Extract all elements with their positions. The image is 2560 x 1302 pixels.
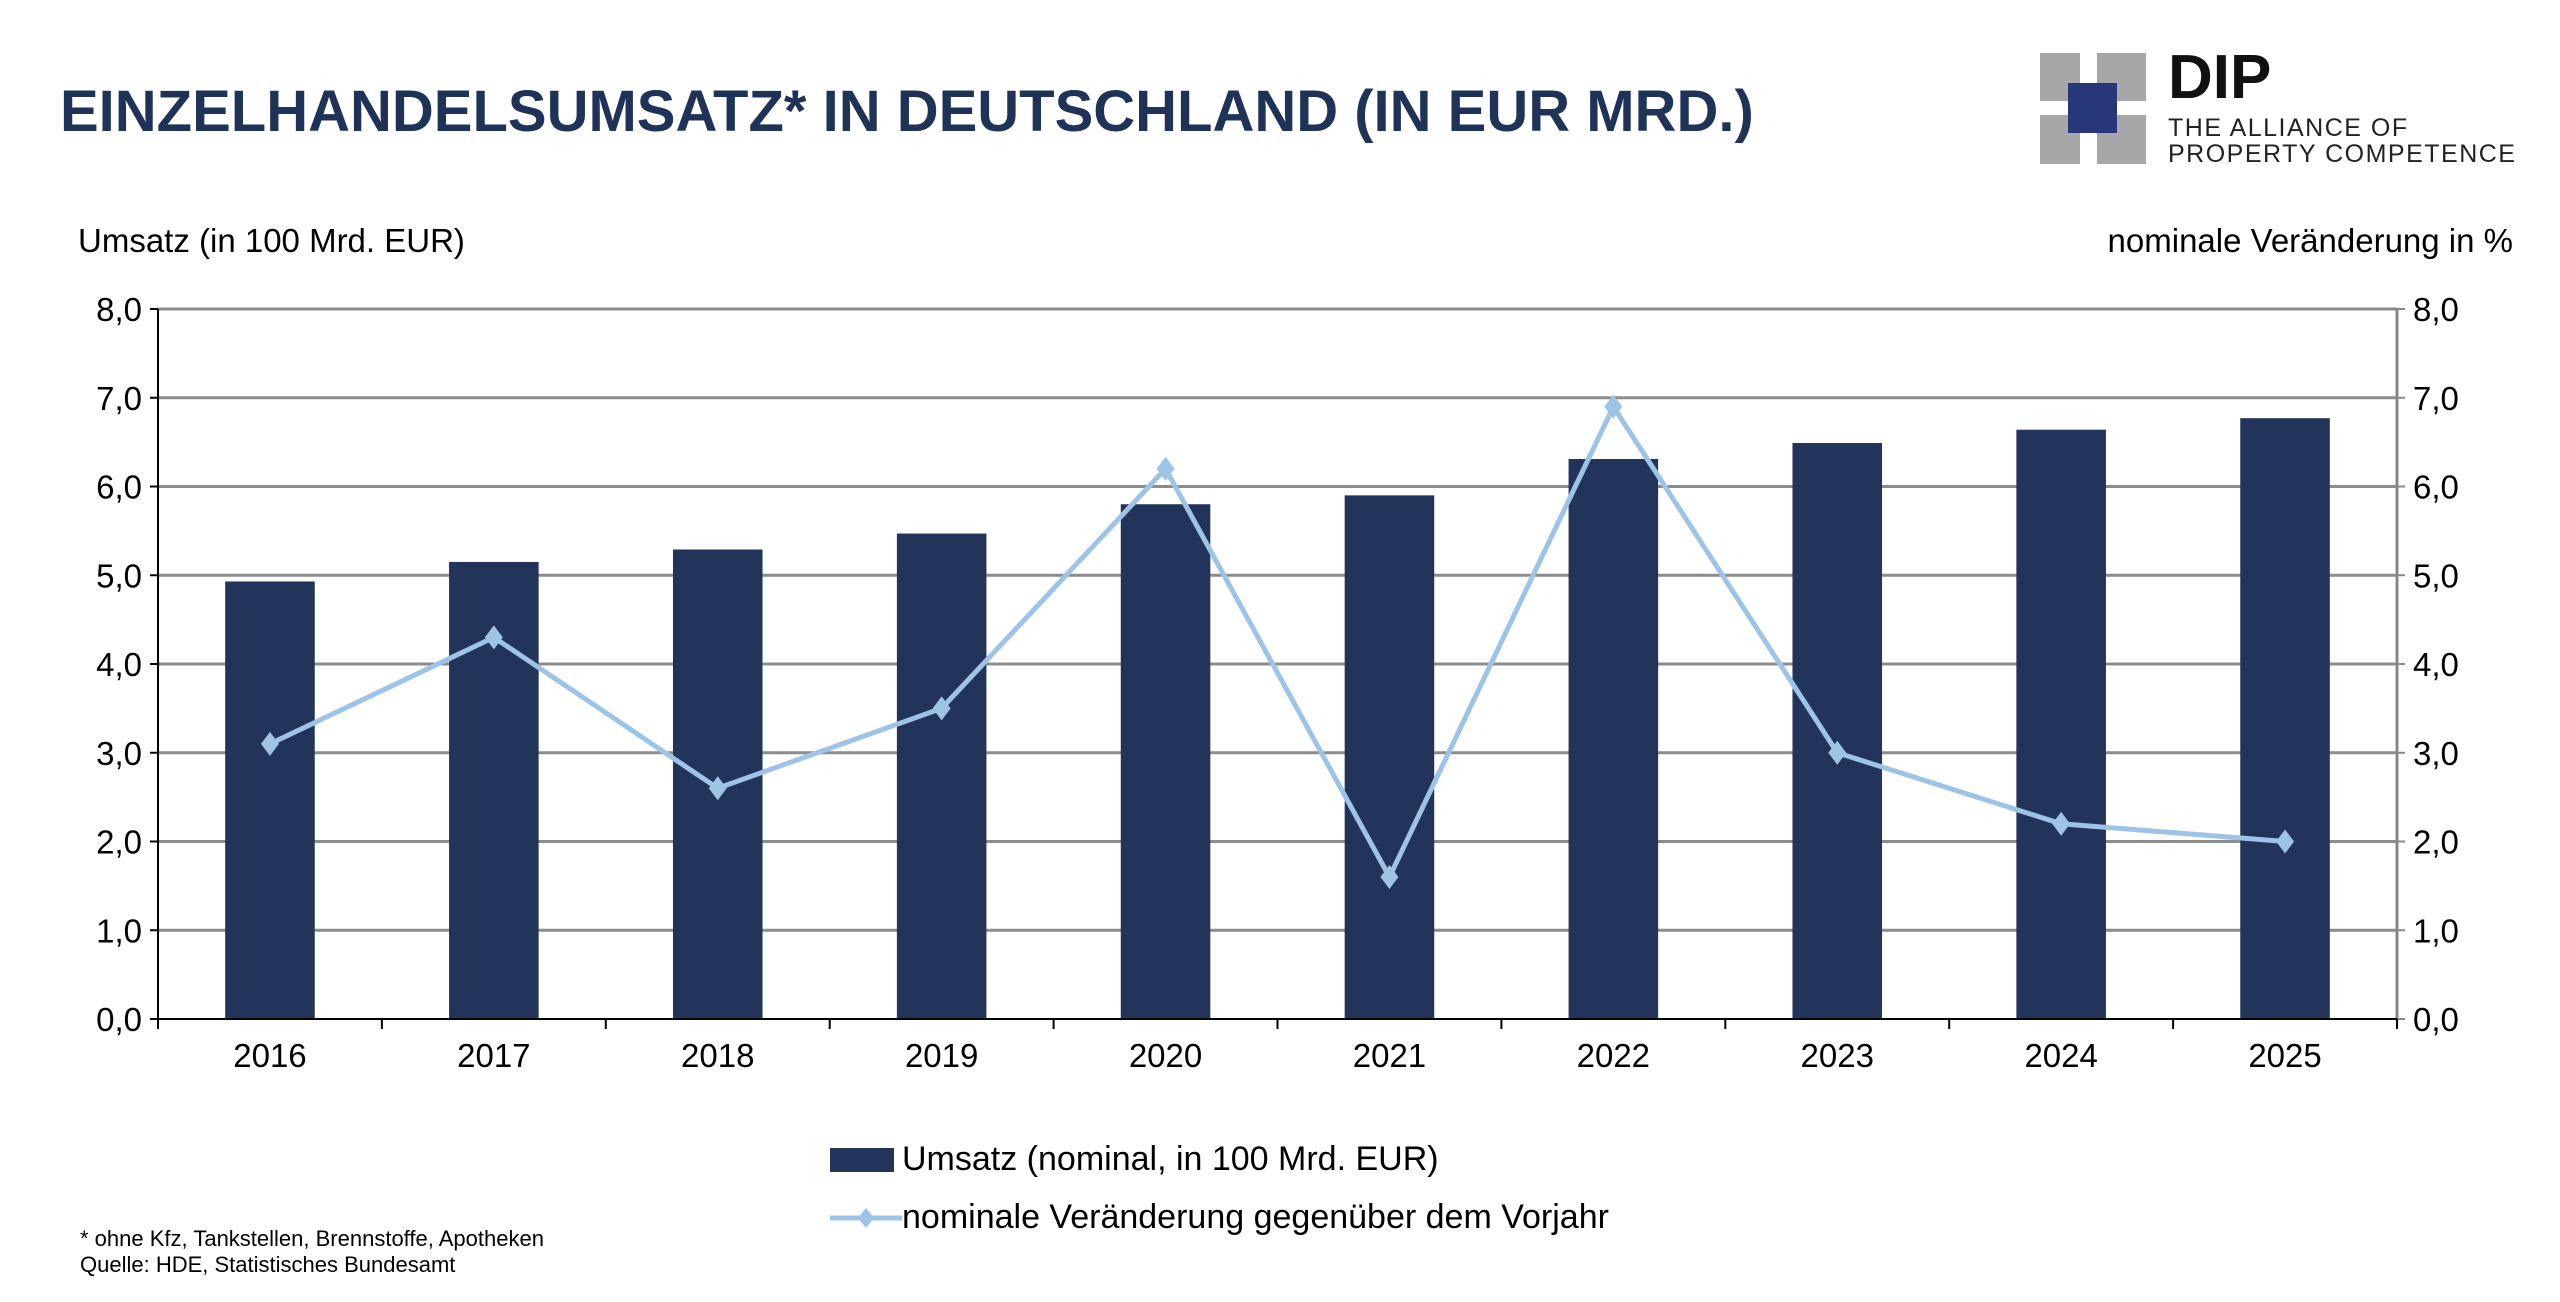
y-tick-label-right: 4,0 [2413, 646, 2459, 683]
bar-2022 [1568, 458, 1659, 1019]
x-tick-label: 2019 [905, 1037, 978, 1074]
y-tick-label-left: 3,0 [96, 735, 142, 772]
x-tick-label: 2022 [1577, 1037, 1650, 1074]
bar-2016 [225, 581, 315, 1019]
legend-line-swatch [830, 1207, 902, 1228]
y-tick-label-right: 3,0 [2413, 735, 2459, 772]
y-tick-label-left: 4,0 [96, 646, 142, 683]
dip-logo: DIP THE ALLIANCE OF PROPERTY COMPETENCE [2040, 47, 2520, 168]
line-point-2022 [1604, 394, 1623, 419]
x-tick-label: 2021 [1353, 1037, 1426, 1074]
legend-item-bars: Umsatz (nominal, in 100 Mrd. EUR) [830, 1140, 1439, 1179]
y-tick-label-left: 5,0 [96, 557, 142, 594]
y-tick-label-left: 7,0 [96, 380, 142, 417]
y-tick-label-right: 1,0 [2413, 912, 2459, 949]
line-point-2024 [2052, 811, 2071, 836]
line-point-2018 [708, 776, 727, 801]
y-tick-label-right: 5,0 [2413, 557, 2459, 594]
y-tick-label-left: 2,0 [96, 824, 142, 861]
y-axis-left-label: Umsatz (in 100 Mrd. EUR) [78, 222, 465, 259]
y-tick-label-left: 0,0 [96, 1001, 142, 1038]
legend-label-bars: Umsatz (nominal, in 100 Mrd. EUR) [902, 1140, 1439, 1178]
y-tick-label-left: 6,0 [96, 469, 142, 506]
y-tick-label-right: 0,0 [2413, 1001, 2459, 1038]
bar-2021 [1344, 495, 1435, 1019]
logo-name: DIP [2168, 43, 2272, 112]
y-tick-label-right: 8,0 [2413, 291, 2459, 328]
line-point-2016 [260, 731, 279, 756]
line-point-2023 [1828, 740, 1847, 765]
y-tick-label-right: 2,0 [2413, 824, 2459, 861]
legend-bar-swatch [830, 1147, 894, 1172]
line-point-2025 [2276, 829, 2295, 854]
y-axis-right-label: nominale Veränderung in % [2107, 222, 2513, 259]
line-point-2020 [1156, 456, 1175, 481]
bar-2025 [2240, 418, 2330, 1020]
source-note: Quelle: HDE, Statistisches Bundesamt [80, 1252, 456, 1277]
x-tick-label: 2016 [233, 1037, 306, 1074]
logo-tagline-2: PROPERTY COMPETENCE [2168, 140, 2517, 168]
y-tick-label-left: 1,0 [96, 912, 142, 949]
legend-label-line: nominale Veränderung gegenüber dem Vorja… [902, 1198, 1609, 1236]
logo-blue-square [2068, 83, 2117, 133]
footnote: * ohne Kfz, Tankstellen, Brennstoffe, Ap… [80, 1226, 544, 1251]
legend-item-line: nominale Veränderung gegenüber dem Vorja… [830, 1198, 1609, 1237]
bar-2023 [1792, 443, 1883, 1019]
chart-title: EINZELHANDELSUMSATZ* IN DEUTSCHLAND (IN … [60, 79, 1754, 144]
line-series [268, 401, 2286, 883]
bar-2019 [896, 533, 987, 1019]
line-point-2019 [932, 696, 951, 721]
x-tick-label: 2018 [681, 1037, 754, 1074]
y-tick-label-left: 8,0 [96, 291, 142, 328]
x-tick-label: 2017 [457, 1037, 530, 1074]
x-tick-label: 2023 [1801, 1037, 1874, 1074]
bar-2024 [2016, 429, 2106, 1019]
y-tick-label-right: 7,0 [2413, 380, 2459, 417]
y-tick-label-right: 6,0 [2413, 469, 2459, 506]
bar-2020 [1120, 504, 1211, 1019]
x-tick-label: 2025 [2248, 1037, 2321, 1074]
line-point-2021 [1380, 865, 1399, 889]
x-tick-label: 2024 [2024, 1037, 2097, 1074]
x-tick-label: 2020 [1129, 1037, 1202, 1074]
logo-tagline-1: THE ALLIANCE OF [2168, 114, 2409, 142]
line-point-2017 [484, 625, 503, 650]
